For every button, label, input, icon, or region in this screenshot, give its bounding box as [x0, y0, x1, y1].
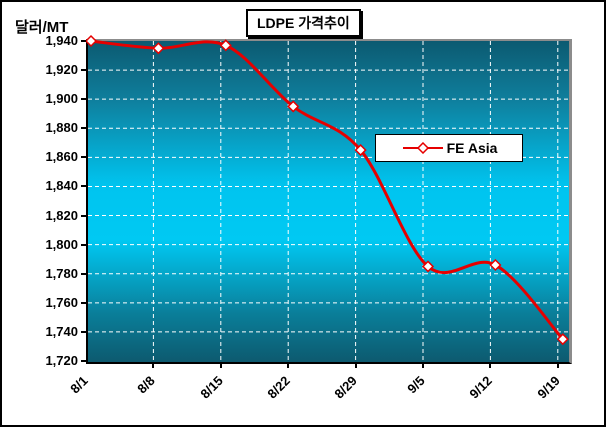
y-axis-tick-mark [81, 185, 86, 188]
data-point-marker [287, 100, 300, 113]
data-point-marker [556, 333, 569, 346]
data-point-marker [219, 39, 232, 52]
plot-area [84, 34, 572, 364]
y-axis-tick-label: 1,940 [45, 33, 78, 48]
x-axis-tick-label: 8/8 [134, 373, 159, 397]
x-axis-tick-mark [152, 364, 155, 368]
data-point-marker [84, 34, 98, 48]
data-point-marker [489, 258, 502, 272]
x-axis-tick-label: 8/29 [331, 373, 361, 402]
x-axis-tick-mark [354, 364, 357, 368]
y-axis-title: 달러/MT [15, 19, 69, 36]
x-axis-tick-label: 9/19 [533, 373, 563, 402]
y-axis-tick-label: 1,920 [45, 62, 78, 78]
x-axis-tick-mark [219, 364, 222, 368]
y-axis-tick-mark [81, 156, 86, 159]
chart-title: LDPE 가격추이 [246, 9, 361, 37]
x-axis-tick-label: 9/12 [466, 373, 496, 402]
data-point-marker [354, 144, 367, 157]
y-axis-tick-mark [81, 214, 86, 217]
y-axis-tick-mark [81, 360, 86, 362]
plot-canvas [84, 34, 569, 361]
price-line [90, 39, 564, 341]
y-axis-tick-mark [81, 98, 86, 101]
y-axis-tick-label: 1,840 [45, 178, 78, 194]
y-axis-tick-label: 1,720 [45, 353, 78, 368]
y-axis-tick-label: 1,760 [45, 294, 78, 310]
y-axis-tick-mark [81, 40, 86, 42]
y-axis-tick-label: 1,780 [45, 265, 78, 281]
legend-series-marker-icon [402, 142, 443, 154]
data-point-marker [421, 260, 435, 273]
x-axis-tick-label: 8/15 [196, 373, 226, 402]
x-axis-tick-mark [489, 364, 492, 368]
y-axis-tick-label: 1,900 [45, 91, 78, 107]
x-axis-tick-mark [287, 364, 290, 368]
y-axis-tick-label: 1,880 [45, 120, 78, 136]
y-axis-tick-mark [81, 127, 86, 130]
legend: FE Asia [375, 134, 523, 162]
legend-series-label: FE Asia [446, 140, 498, 156]
x-axis-tick-label: 8/22 [264, 373, 293, 402]
x-axis-tick-mark [422, 364, 424, 368]
y-axis-tick-label: 1,820 [45, 207, 78, 223]
x-axis-tick-label: 8/1 [67, 373, 91, 397]
y-axis-tick-label: 1,860 [45, 149, 78, 165]
y-axis-tick-label: 1,740 [45, 323, 78, 339]
x-axis-tick-mark [556, 364, 559, 368]
data-point-marker [152, 42, 165, 55]
y-axis-tick-label: 1,800 [45, 236, 78, 252]
y-axis-tick-mark [81, 272, 86, 275]
y-axis-tick-mark [81, 243, 86, 246]
y-axis-tick-mark [81, 69, 86, 72]
x-axis-tick-label: 9/5 [404, 373, 428, 397]
y-axis-tick-mark [81, 301, 86, 304]
y-axis-tick-mark [81, 330, 86, 333]
